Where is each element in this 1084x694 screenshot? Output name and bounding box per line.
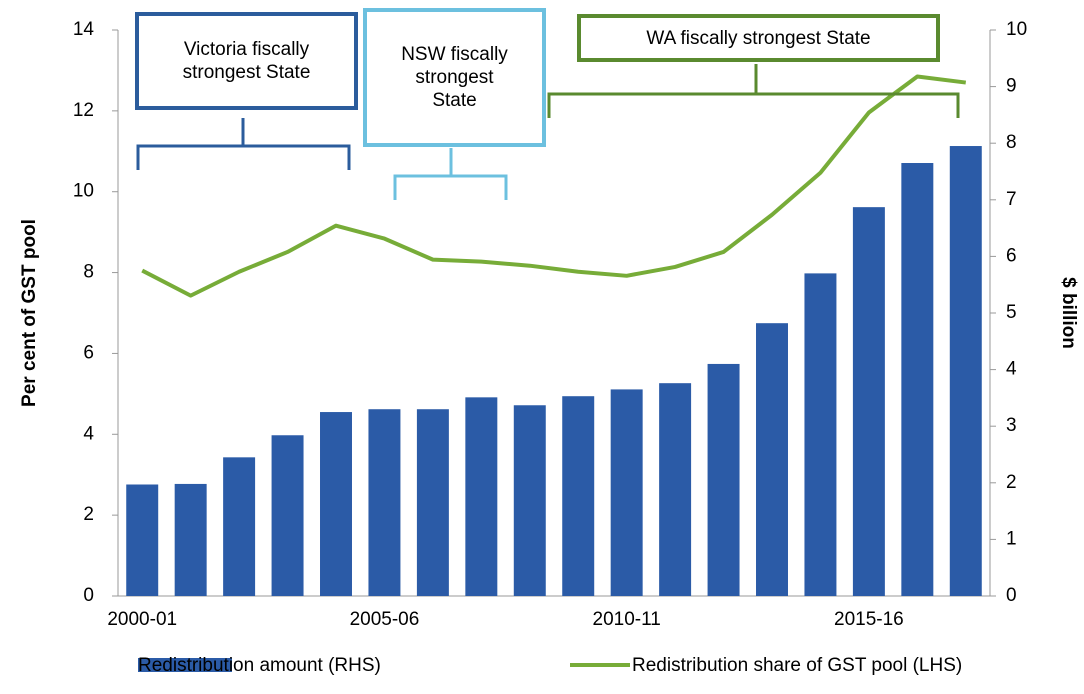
- legend-swatch: [138, 658, 232, 672]
- y2-axis-label: $ billion: [1058, 277, 1079, 349]
- legend-label: Redistribution share of GST pool (LHS): [632, 655, 962, 676]
- bar: [804, 273, 837, 596]
- bar: [271, 435, 304, 596]
- x-tick-label: 2005-06: [350, 609, 420, 630]
- y2-tick-label: 4: [1006, 359, 1017, 380]
- y-tick-label: 0: [83, 585, 94, 606]
- bar: [368, 409, 401, 596]
- y2-tick-label: 0: [1006, 585, 1017, 606]
- y2-tick-label: 3: [1006, 415, 1017, 436]
- bar: [610, 389, 643, 596]
- y-tick-label: 6: [83, 342, 94, 363]
- bar: [707, 363, 740, 596]
- brackets: [136, 64, 960, 200]
- y2-tick-label: 9: [1006, 76, 1017, 97]
- y-tick-label: 8: [83, 262, 94, 283]
- bar: [659, 383, 692, 596]
- bar: [852, 207, 885, 596]
- y-tick-label: 2: [83, 504, 94, 525]
- x-tick-label: 2010-11: [593, 609, 661, 630]
- x-tick-label: 2015-16: [834, 609, 904, 630]
- bar: [416, 409, 449, 596]
- bracket: [136, 118, 351, 170]
- bar: [126, 484, 159, 596]
- bar: [174, 483, 207, 596]
- annotation: Victoria fiscally strongest State: [135, 12, 358, 110]
- y2-tick-label: 1: [1006, 528, 1017, 549]
- y-tick-label: 10: [73, 181, 94, 202]
- bracket: [393, 148, 508, 200]
- y-tick-label: 4: [83, 423, 94, 444]
- bar: [901, 163, 934, 596]
- bar: [562, 396, 595, 596]
- bar: [223, 457, 256, 596]
- bracket: [547, 64, 960, 118]
- y2-tick-label: 7: [1006, 189, 1017, 210]
- bar: [949, 146, 982, 596]
- y-tick-label: 14: [73, 19, 95, 40]
- x-tick-label: 2000-01: [107, 609, 177, 630]
- bar: [465, 397, 498, 596]
- annotation: NSW fiscally strongest State: [363, 8, 546, 147]
- y-axis-label: Per cent of GST pool: [19, 219, 40, 407]
- annotation: WA fiscally strongest State: [577, 14, 940, 62]
- y2-tick-label: 8: [1006, 132, 1017, 153]
- y-tick-label: 12: [73, 100, 94, 121]
- y2-tick-label: 6: [1006, 245, 1017, 266]
- bar: [320, 412, 352, 596]
- y2-tick-label: 10: [1006, 19, 1027, 40]
- bar: [513, 405, 546, 596]
- bar: [756, 323, 788, 596]
- legend-label: Redistribution amount (RHS): [138, 655, 381, 676]
- y2-tick-label: 2: [1006, 472, 1017, 493]
- y2-tick-label: 5: [1006, 302, 1017, 323]
- line: [141, 74, 967, 298]
